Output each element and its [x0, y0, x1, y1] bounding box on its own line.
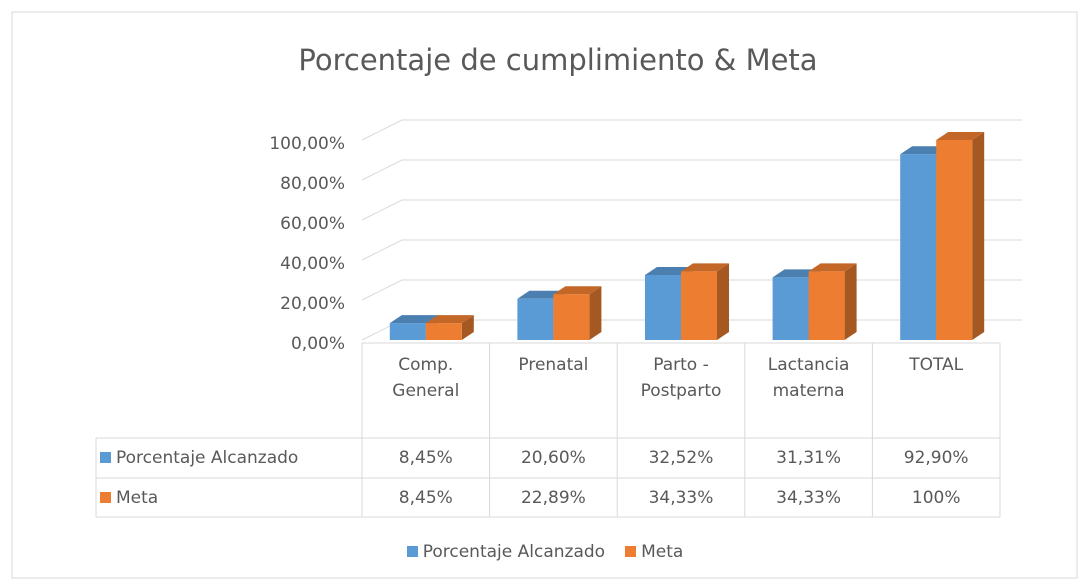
- label: 100%: [911, 488, 961, 508]
- y-tick-label: 20,00%: [280, 294, 345, 314]
- label: 92,90%: [903, 448, 969, 468]
- legend: Porcentaje Alcanzado Meta: [0, 542, 1090, 562]
- bar-side: [972, 132, 985, 340]
- table-value: 8,45%: [362, 445, 490, 471]
- label: TOTAL: [909, 355, 964, 375]
- legend-label: Meta: [641, 542, 684, 562]
- label: 22,89%: [520, 488, 586, 508]
- bar-top: [389, 315, 438, 324]
- table-value: 20,60%: [490, 445, 618, 471]
- label: 8,45%: [398, 448, 453, 468]
- bar-side: [461, 315, 474, 340]
- bar: [772, 277, 809, 340]
- legend-key: [406, 546, 418, 557]
- bar: [389, 323, 426, 340]
- label: 32,52%: [648, 448, 714, 468]
- label: Comp. General: [392, 355, 460, 401]
- table-value: 31,31%: [745, 445, 873, 471]
- grid-line: [361, 159, 1022, 181]
- bar: [517, 298, 554, 340]
- category-label: Lactancia materna: [745, 352, 873, 404]
- y-tick-label: 60,00%: [280, 214, 345, 234]
- label: 20,60%: [520, 448, 586, 468]
- legend-key: [100, 452, 111, 463]
- legend-item: Meta: [625, 542, 683, 562]
- table-value: 32,52%: [617, 445, 745, 471]
- label: Meta: [116, 488, 159, 508]
- legend-key: [100, 492, 111, 503]
- label: Porcentaje Alcanzado: [116, 448, 299, 468]
- bar-side: [589, 286, 602, 340]
- chart-title: Porcentaje de cumplimiento & Meta: [298, 43, 817, 77]
- bar-side: [844, 263, 857, 340]
- category-label: Prenatal: [490, 352, 618, 378]
- category-label: Comp. General: [362, 352, 490, 404]
- legend-key: [625, 546, 637, 557]
- bar-top: [936, 132, 985, 140]
- label: 31,31%: [776, 448, 841, 468]
- bar: [425, 323, 462, 340]
- table-value: 34,33%: [617, 485, 745, 511]
- label: 34,33%: [648, 488, 714, 508]
- legend-item: Porcentaje Alcanzado: [406, 542, 606, 562]
- bar: [645, 274, 681, 340]
- table-series-name: Meta: [100, 485, 362, 511]
- bar-top: [808, 263, 857, 272]
- label: Lactancia materna: [767, 355, 850, 401]
- bar-top: [425, 315, 474, 324]
- y-tick-label: 100,00%: [269, 134, 345, 154]
- bar: [808, 271, 845, 340]
- table-value: 22,89%: [490, 485, 618, 511]
- label: Parto - Postparto: [640, 355, 722, 401]
- bar-side: [717, 263, 729, 340]
- table-value: 100%: [872, 485, 1000, 511]
- y-tick-label: 40,00%: [280, 254, 345, 274]
- bar: [553, 294, 590, 340]
- bar-top: [553, 286, 602, 295]
- table-value: 34,33%: [745, 485, 873, 511]
- label: 8,45%: [398, 488, 453, 508]
- y-tick-label: 0,00%: [291, 334, 345, 354]
- grid-line: [361, 239, 1022, 261]
- bar: [900, 154, 937, 340]
- legend-label: Porcentaje Alcanzado: [422, 542, 606, 562]
- grid-line: [361, 119, 1022, 141]
- category-label: TOTAL: [872, 352, 1000, 378]
- label: 34,33%: [776, 488, 841, 508]
- label: Prenatal: [518, 355, 589, 375]
- bar: [936, 140, 973, 340]
- category-label: Parto - Postparto: [617, 352, 745, 404]
- grid-line: [361, 199, 1022, 221]
- table-series-name: Porcentaje Alcanzado: [100, 445, 362, 471]
- table-value: 92,90%: [872, 445, 1000, 471]
- bar-top: [681, 263, 729, 272]
- table-value: 8,45%: [362, 485, 490, 511]
- bar: [681, 271, 717, 340]
- y-tick-label: 80,00%: [280, 174, 345, 194]
